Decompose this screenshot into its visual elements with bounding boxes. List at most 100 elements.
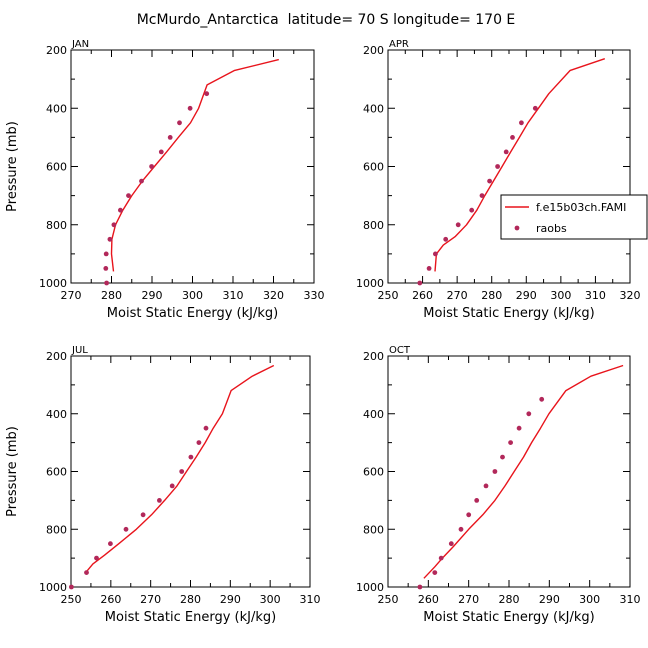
jan-raob-point	[177, 120, 182, 126]
oct-x-tick-label: 290	[539, 593, 560, 606]
oct-raob-point	[458, 526, 464, 532]
jan-y-tick-label: 400	[46, 102, 67, 115]
jan-x-tick-label: 330	[304, 289, 325, 302]
legend-obs-marker	[514, 225, 520, 231]
oct-raob-point	[492, 469, 498, 474]
oct-raob-point	[448, 541, 454, 547]
jul-raob-point	[108, 541, 113, 547]
jan-x-tick-label: 290	[142, 289, 163, 302]
apr-panel-label: APR	[389, 39, 409, 50]
jul-raob-point	[188, 454, 194, 460]
oct-x-tick-label: 260	[418, 593, 439, 606]
jul-raob-point	[179, 469, 185, 474]
jul-x-tick-label: 280	[180, 593, 201, 606]
jul-y-tick-label: 400	[46, 408, 67, 421]
jul-raob-point	[203, 425, 209, 431]
jan-plot-frame	[70, 49, 315, 284]
jul-raob-point	[157, 498, 162, 503]
oct-y-tick-label: 1000	[356, 581, 384, 594]
jan-raob-point	[158, 149, 164, 155]
jul-raob-point	[69, 584, 74, 590]
apr-raob-point	[503, 149, 509, 155]
jan-y-tick-label: 800	[46, 219, 67, 232]
oct-raob-point	[474, 498, 480, 503]
jul-raob-point	[84, 570, 89, 575]
apr-raob-point	[426, 266, 432, 271]
jan-model-line	[110, 58, 279, 272]
apr-x-axis-label: Moist Static Energy (kJ/kg)	[423, 306, 594, 321]
oct-y-tick-label: 600	[363, 466, 384, 479]
jul-raob-point	[196, 440, 202, 445]
jul-model-line	[85, 364, 275, 574]
jul-y-tick-label: 1000	[39, 581, 67, 594]
jan-raob-point	[104, 280, 109, 286]
oct-y-tick-label: 800	[363, 523, 384, 536]
panel-oct: OCT 250 260 270 280 290 300 310 200 400 600 800 1000…	[356, 345, 641, 625]
jan-raob-point	[204, 91, 210, 97]
jan-raob-point	[103, 251, 109, 257]
jul-x-tick-label: 270	[140, 593, 161, 606]
jan-x-tick-label: 280	[101, 289, 122, 302]
oct-raob-point	[500, 454, 505, 460]
apr-raob-point	[510, 135, 515, 140]
jan-raob-point	[139, 178, 144, 184]
jul-y-axis-label: Pressure (mb)	[5, 426, 20, 517]
jul-x-tick-label: 310	[300, 593, 321, 606]
oct-x-tick-label: 250	[378, 593, 399, 606]
apr-raob-point	[443, 236, 449, 242]
oct-raob-point	[483, 483, 489, 489]
apr-x-tick-label: 290	[516, 289, 537, 302]
oct-y-tick-label: 400	[363, 408, 384, 421]
apr-raob-point	[469, 207, 475, 213]
jul-y-tick-label: 200	[46, 350, 67, 363]
jul-x-tick-label: 260	[100, 593, 121, 606]
apr-raob-point	[455, 222, 461, 228]
apr-raob-point	[532, 105, 538, 111]
jul-raob-point	[140, 512, 146, 518]
legend-model-label: f.e15b03ch.FAMI	[536, 201, 626, 214]
apr-raob-point	[417, 280, 423, 286]
panel-apr: APR 250 260 270 280 290 300 310 320 200 400 600 800 1…	[356, 39, 641, 321]
apr-y-tick-label: 200	[363, 44, 384, 57]
apr-y-tick-label: 800	[363, 219, 384, 232]
oct-raob-point	[516, 425, 522, 431]
oct-raob-point	[466, 512, 472, 518]
apr-x-tick-label: 300	[550, 289, 571, 302]
apr-x-tick-label: 270	[447, 289, 468, 302]
oct-raob-point	[417, 584, 423, 590]
apr-raob-point	[487, 178, 492, 184]
jan-raob-point	[167, 135, 173, 140]
apr-x-tick-label: 250	[378, 289, 399, 302]
panel-jul: JUL 250 260 270 280 290 300 310 200 400 600 800 1000…	[5, 345, 321, 625]
jan-x-tick-label: 270	[61, 289, 82, 302]
oct-x-axis-label: Moist Static Energy (kJ/kg)	[423, 610, 594, 625]
oct-model-line	[423, 364, 624, 579]
jul-panel-label: JUL	[71, 345, 88, 356]
oct-x-tick-label: 270	[458, 593, 479, 606]
jan-x-tick-label: 310	[223, 289, 244, 302]
jul-raob-point	[94, 555, 99, 561]
oct-raob-point	[438, 555, 444, 561]
apr-y-tick-label: 600	[363, 161, 384, 174]
jan-raob-point	[107, 236, 113, 242]
oct-plot-frame	[387, 355, 631, 588]
panel-jan: JAN 270 280 290 300 310 320 330 200 400 600 800 1000…	[5, 39, 325, 321]
oct-x-tick-label: 280	[499, 593, 520, 606]
jul-x-tick-label: 250	[61, 593, 82, 606]
apr-x-tick-label: 320	[620, 289, 641, 302]
apr-x-tick-label: 310	[585, 289, 606, 302]
oct-raob-point	[526, 411, 532, 417]
jul-raob-point	[123, 526, 129, 532]
jul-y-tick-label: 600	[46, 466, 67, 479]
legend-frame	[500, 194, 648, 240]
oct-panel-label: OCT	[389, 345, 411, 356]
jan-panel-label: JAN	[71, 39, 89, 50]
legend: f.e15b03ch.FAMI raobs	[500, 194, 648, 240]
jan-y-axis-label: Pressure (mb)	[5, 121, 20, 212]
jan-y-tick-label: 1000	[39, 277, 67, 290]
oct-x-tick-label: 310	[620, 593, 641, 606]
apr-plot-frame	[387, 49, 631, 284]
apr-model-line	[434, 58, 606, 272]
jan-x-tick-label: 300	[182, 289, 203, 302]
apr-raob-point	[433, 251, 438, 257]
